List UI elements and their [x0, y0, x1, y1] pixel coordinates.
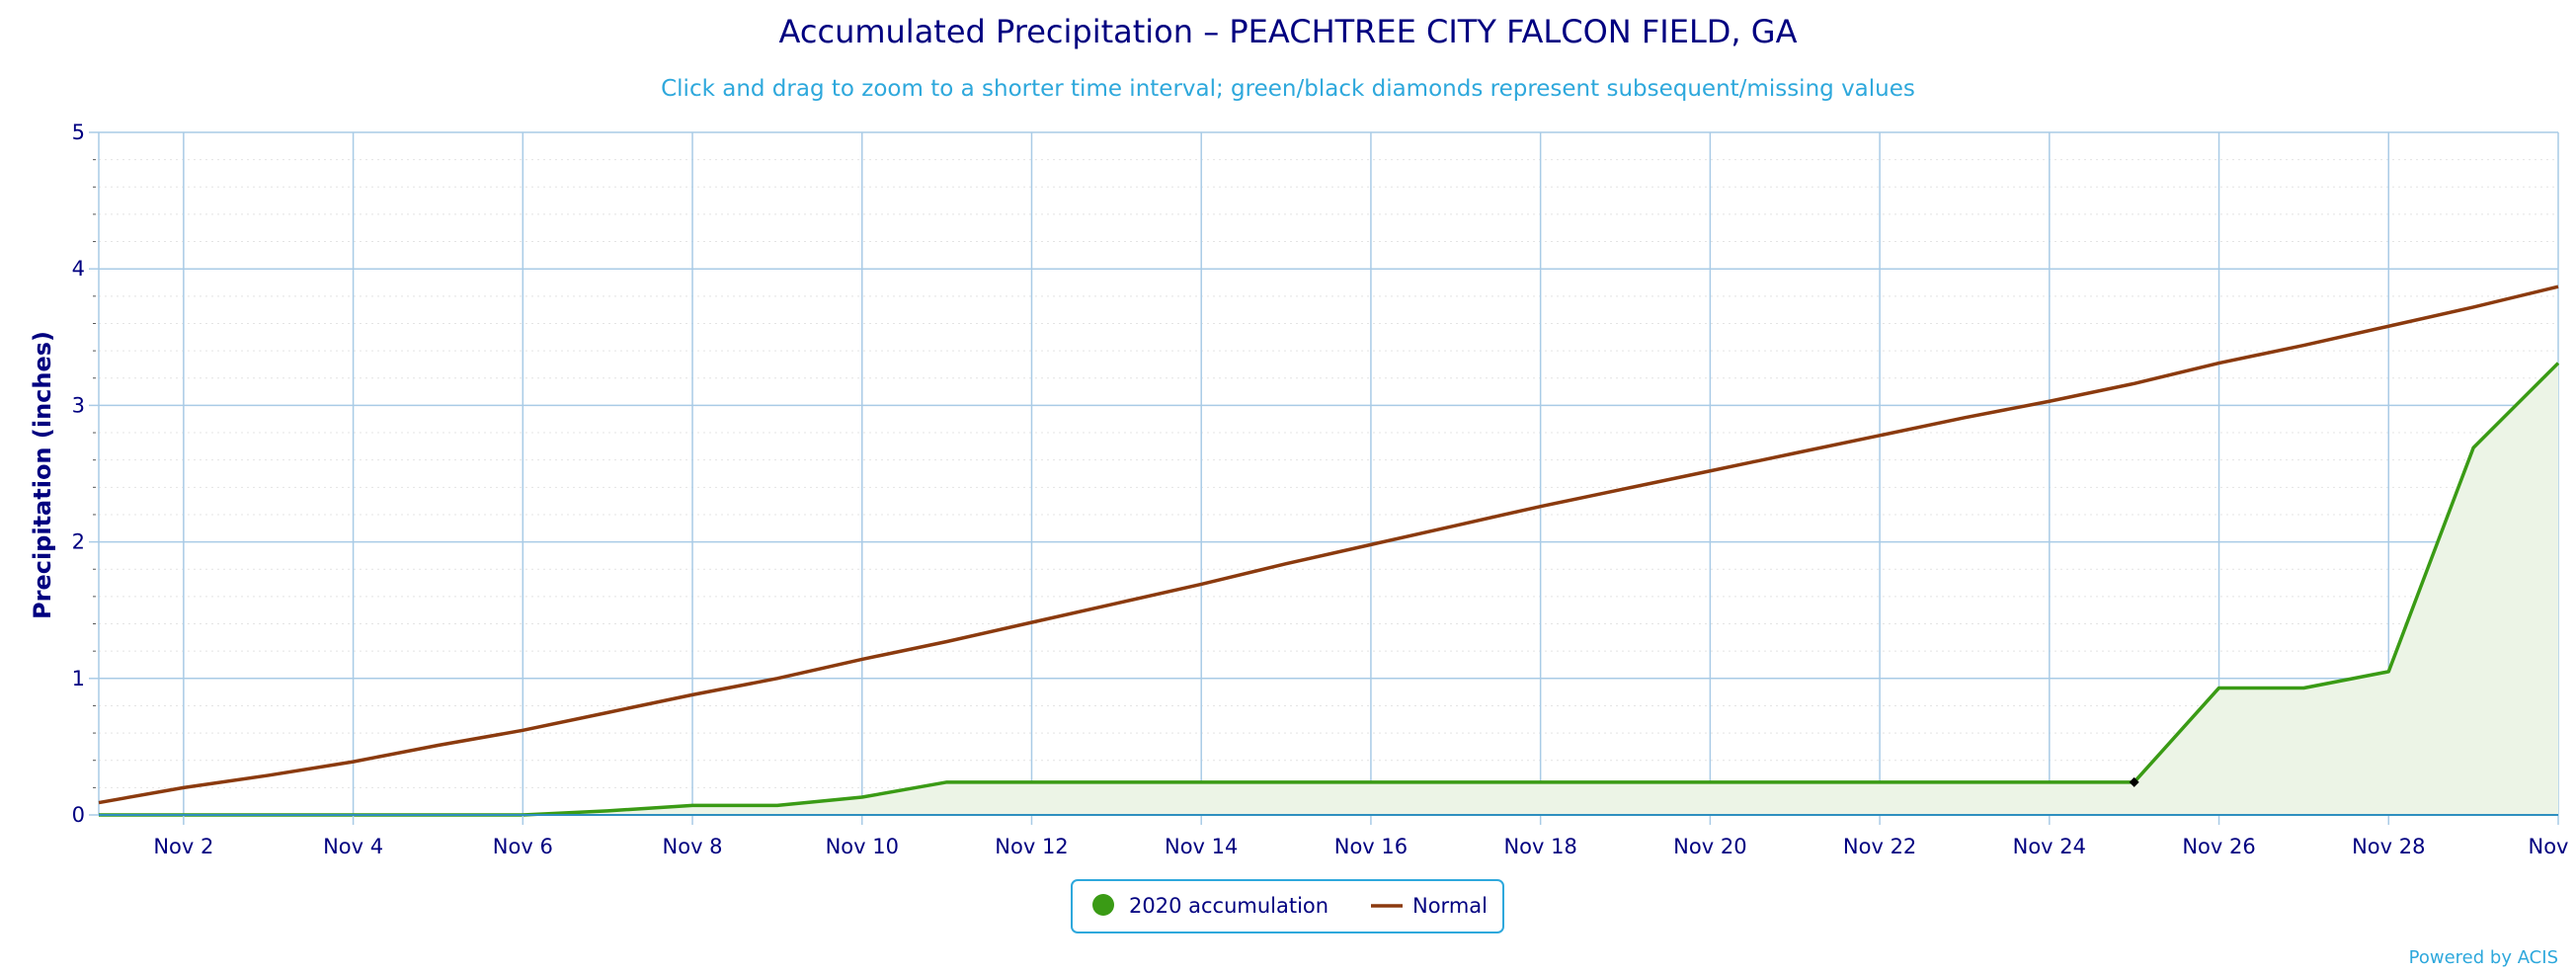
- x-tick-label: Nov 18: [1503, 835, 1576, 858]
- chart-title: Accumulated Precipitation – PEACHTREE CI…: [779, 13, 1798, 50]
- y-tick-label: 4: [72, 257, 85, 281]
- x-tick-label: Nov 28: [2352, 835, 2425, 858]
- normal-line[interactable]: [98, 284, 2559, 805]
- x-tick-label: Nov 6: [493, 835, 553, 858]
- x-tick-label: Nov 2: [153, 835, 213, 858]
- area-fill-layer: [99, 363, 2558, 815]
- legend-label-2020-accumulation: 2020 accumulation: [1129, 894, 1328, 918]
- y-tick-label: 3: [72, 393, 85, 417]
- y-tick-label: 5: [72, 121, 85, 144]
- gridlines: [98, 131, 2559, 815]
- y-tick-label: 0: [72, 803, 85, 827]
- y-axis: 0 1 2 3 4 5: [72, 121, 99, 827]
- x-tick-label: Nov 14: [1165, 835, 1238, 858]
- chart-subtitle: Click and drag to zoom to a shorter time…: [661, 76, 1915, 102]
- x-tick-label: Nov 4: [323, 835, 383, 858]
- x-axis: Nov 2 Nov 4 Nov 6 Nov 8 Nov 10 Nov 12 Nov 14 No…: [99, 814, 2576, 858]
- missing-value-diamond-icon: [2129, 776, 2139, 787]
- legend-label-normal: Normal: [1412, 894, 1488, 918]
- x-tick-label: Nov 8: [663, 835, 723, 858]
- y-axis-label: Precipitation (inches): [29, 331, 56, 619]
- powered-by-credit[interactable]: Powered by ACIS: [2409, 947, 2558, 968]
- accumulation-area-fill: [99, 363, 2558, 815]
- legend-green-circle-icon: [1092, 894, 1114, 916]
- legend-item-normal[interactable]: Normal: [1371, 894, 1488, 918]
- x-tick-label: Nov 26: [2182, 835, 2255, 858]
- x-tick-label: Nov 20: [1673, 835, 1746, 858]
- legend[interactable]: 2020 accumulation Normal: [1071, 879, 1504, 933]
- y-tick-label: 1: [72, 667, 85, 690]
- legend-item-2020-accumulation[interactable]: 2020 accumulation: [1092, 894, 1328, 918]
- x-tick-label: Nov 12: [995, 835, 1068, 858]
- y-tick-label: 2: [72, 530, 85, 554]
- x-tick-label: Nov 10: [826, 835, 899, 858]
- marker-layer: [2129, 776, 2139, 787]
- legend-box: [1071, 879, 1504, 933]
- x-tick-label: Nov 24: [2013, 835, 2086, 858]
- x-tick-label: Nov 16: [1334, 835, 1408, 858]
- x-tick-label: Nov 22: [1843, 835, 1916, 858]
- x-tick-label: Nov 3: [2528, 835, 2576, 858]
